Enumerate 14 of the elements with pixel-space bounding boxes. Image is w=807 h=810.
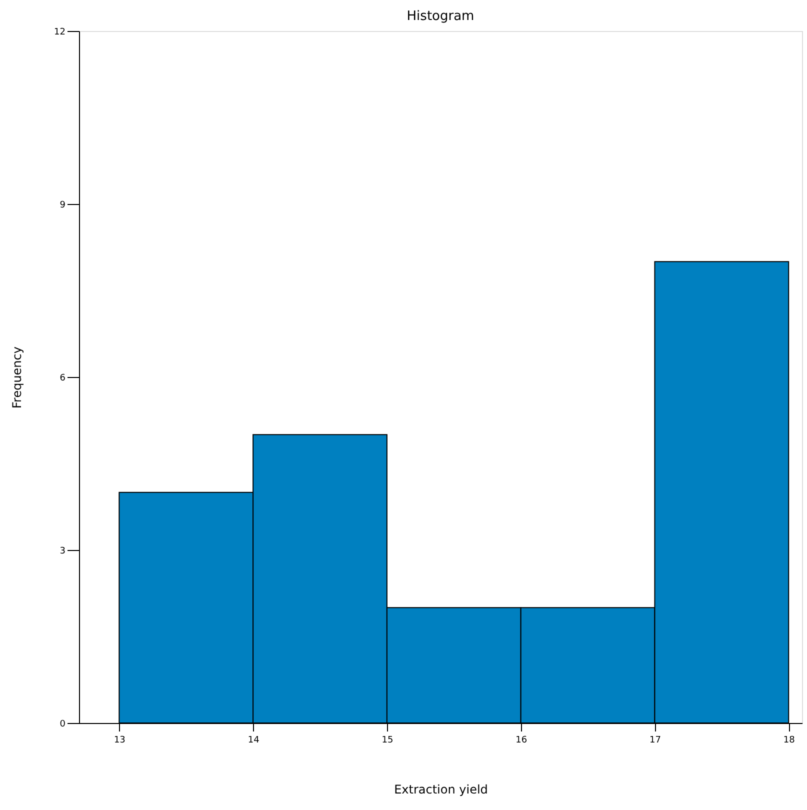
- y-axis-title: Frequency: [10, 346, 24, 408]
- x-axis-title: Extraction yield: [394, 782, 488, 796]
- y-tick-label: 3: [60, 546, 66, 556]
- y-tick-label: 9: [60, 200, 66, 210]
- x-tick-label: 18: [783, 736, 796, 746]
- y-tick-label: 6: [60, 374, 66, 384]
- chart-title: Histogram: [406, 9, 474, 24]
- y-tick-label: 12: [54, 28, 66, 38]
- y-tick-label: 0: [60, 720, 66, 730]
- x-tick-label: 17: [649, 736, 661, 746]
- x-tick-label: 14: [248, 736, 260, 746]
- x-tick-label: 15: [382, 736, 394, 746]
- x-tick-label: 16: [516, 736, 528, 746]
- x-tick-label: 13: [114, 736, 126, 746]
